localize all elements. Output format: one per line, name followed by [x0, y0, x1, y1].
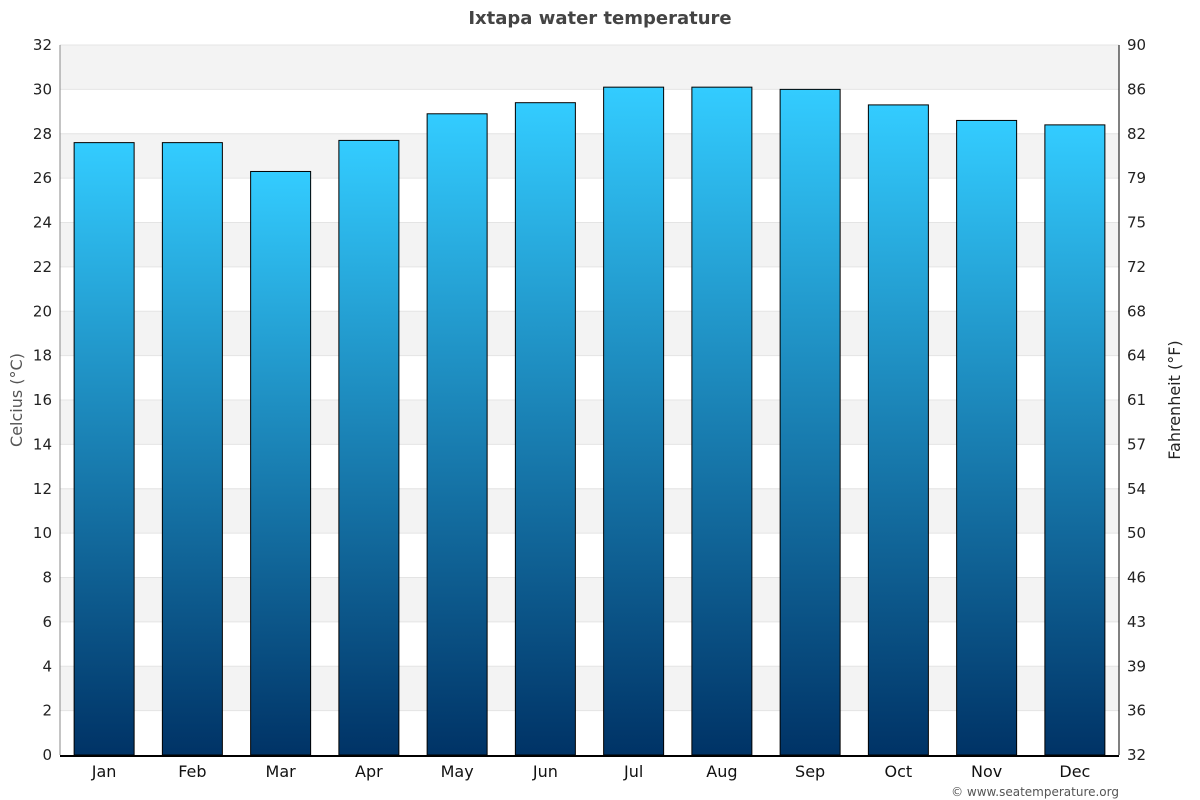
- x-axis-categories: Jan Feb Mar Apr May Jun Jul Aug Sep Oct Nov Dec: [91, 762, 1091, 781]
- bar-jul: [603, 86, 665, 756]
- y-tick-label: 22: [33, 258, 52, 276]
- x-tick-label: Jun: [532, 762, 558, 781]
- x-tick-label: Jan: [91, 762, 117, 781]
- y-tick-label: 32: [33, 36, 52, 54]
- y-tick-label: 26: [33, 169, 52, 187]
- chart-title: Ixtapa water temperature: [468, 8, 731, 29]
- y-tick-label: 24: [33, 214, 52, 232]
- bars: [73, 86, 1106, 756]
- y2-tick-label: 75: [1127, 214, 1146, 232]
- y-axis-label: Celcius (°C): [7, 353, 26, 447]
- y2-tick-label: 90: [1127, 36, 1146, 54]
- y2-tick-label: 57: [1127, 435, 1146, 453]
- grid-band: [60, 311, 1119, 356]
- x-tick-label: Sep: [795, 762, 825, 781]
- grid-band: [60, 577, 1119, 622]
- y2-tick-label: 39: [1127, 657, 1146, 675]
- y2-tick-label: 36: [1127, 702, 1146, 720]
- grid-band: [60, 666, 1119, 711]
- x-tick-label: Mar: [266, 762, 297, 781]
- y2-tick-label: 82: [1127, 125, 1146, 143]
- y2-tick-label: 68: [1127, 302, 1146, 320]
- x-tick-label: Aug: [706, 762, 737, 781]
- y2-tick-label: 32: [1127, 746, 1146, 764]
- x-tick-label: Feb: [178, 762, 206, 781]
- bar-jan: [73, 142, 135, 756]
- grid-band: [60, 400, 1119, 445]
- y2-tick-label: 50: [1127, 524, 1146, 542]
- x-tick-label: Oct: [885, 762, 913, 781]
- y2-axis-ticks: 32 36 39 43 46 50 54 57 61 64 68 72 75 79 82 86 90: [1127, 36, 1146, 764]
- grid-band: [60, 45, 1119, 90]
- y-tick-label: 14: [33, 435, 52, 453]
- grid-band: [60, 488, 1119, 534]
- grid-band: [60, 133, 1119, 179]
- y-tick-label: 10: [33, 524, 52, 542]
- bar-sep: [779, 88, 841, 756]
- bar-may: [426, 113, 488, 756]
- bar-apr: [338, 139, 400, 756]
- y-tick-label: 28: [33, 125, 52, 143]
- bar-feb: [161, 142, 223, 756]
- bar-oct: [867, 104, 929, 756]
- y2-axis-label: Fahrenheit (°F): [1165, 340, 1184, 459]
- x-tick-label: Apr: [355, 762, 383, 781]
- y-tick-label: 8: [42, 569, 52, 587]
- y2-tick-label: 61: [1127, 391, 1146, 409]
- y-tick-label: 18: [33, 347, 52, 365]
- y2-tick-label: 79: [1127, 169, 1146, 187]
- y-tick-label: 4: [42, 657, 52, 675]
- bar-mar: [250, 170, 312, 756]
- credit-text: © www.seatemperature.org: [951, 785, 1119, 799]
- x-tick-label: May: [441, 762, 474, 781]
- y2-tick-label: 43: [1127, 613, 1146, 631]
- bar-nov: [956, 119, 1018, 756]
- y-tick-label: 12: [33, 480, 52, 498]
- y2-tick-label: 64: [1127, 347, 1146, 365]
- y-tick-label: 30: [33, 80, 52, 98]
- y-tick-label: 6: [42, 613, 52, 631]
- y2-tick-label: 72: [1127, 258, 1146, 276]
- x-tick-label: Jul: [623, 762, 643, 781]
- y-tick-label: 0: [42, 746, 52, 764]
- grid-bands: [60, 45, 1119, 711]
- bar-aug: [691, 86, 753, 756]
- y2-tick-label: 46: [1127, 569, 1146, 587]
- bar-dec: [1044, 124, 1106, 756]
- grid-band: [60, 222, 1119, 267]
- y2-tick-label: 86: [1127, 80, 1146, 98]
- x-tick-label: Nov: [971, 762, 1002, 781]
- y-tick-label: 2: [42, 702, 52, 720]
- axes: [59, 45, 1120, 757]
- bar-jun: [514, 102, 576, 756]
- y2-tick-label: 54: [1127, 480, 1146, 498]
- y-tick-label: 20: [33, 302, 52, 320]
- grid-lines: [60, 44, 1119, 712]
- y-tick-label: 16: [33, 391, 52, 409]
- x-tick-label: Dec: [1059, 762, 1090, 781]
